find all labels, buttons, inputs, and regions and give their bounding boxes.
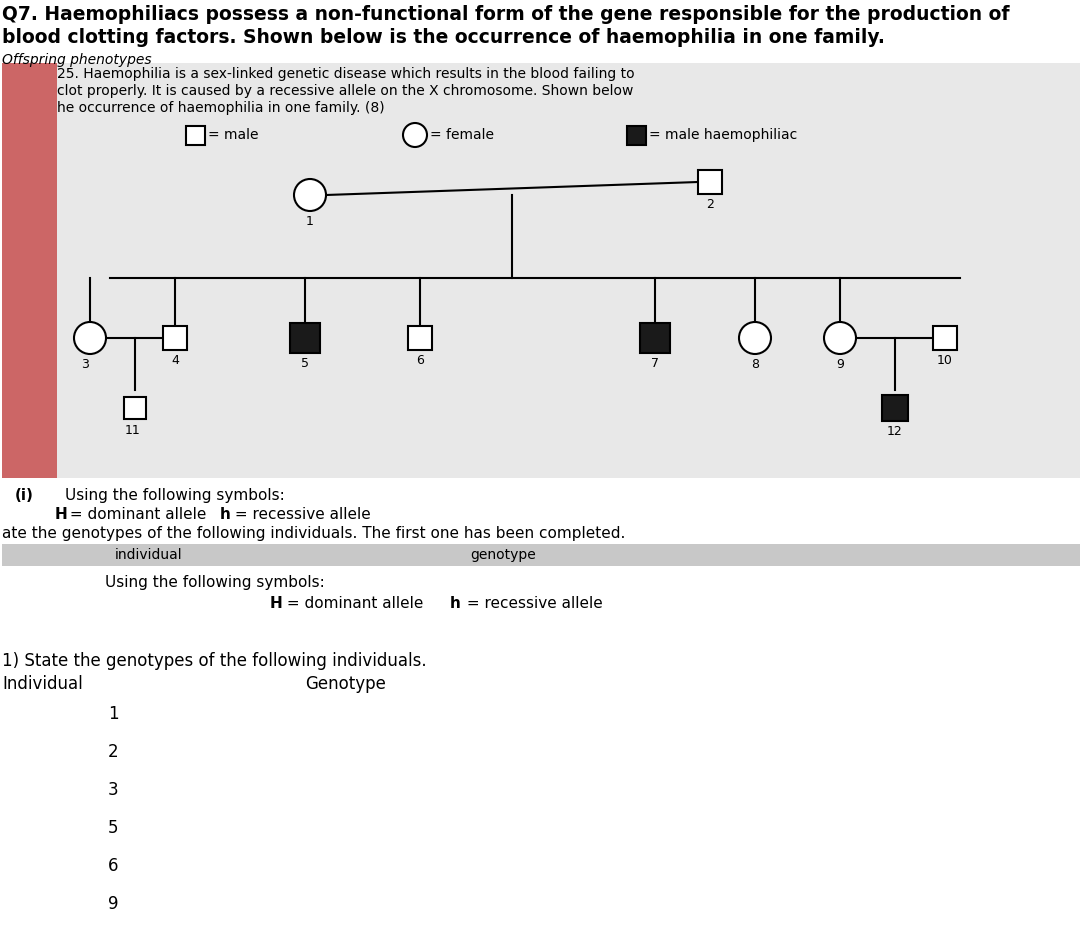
Text: 1) State the genotypes of the following individuals.: 1) State the genotypes of the following …: [2, 652, 426, 670]
Text: 5: 5: [108, 819, 119, 837]
Circle shape: [294, 179, 326, 211]
Circle shape: [824, 322, 856, 354]
Circle shape: [739, 322, 771, 354]
Text: = recessive allele: = recessive allele: [230, 507, 371, 522]
Circle shape: [74, 322, 106, 354]
Text: = male: = male: [208, 128, 259, 142]
Text: (i): (i): [15, 488, 34, 503]
Text: Using the following symbols:: Using the following symbols:: [65, 488, 285, 503]
Text: = recessive allele: = recessive allele: [462, 596, 603, 611]
Bar: [639, 323, 670, 353]
Text: 10: 10: [937, 354, 953, 367]
Text: h: h: [450, 596, 461, 611]
Text: Q7. Haemophiliacs possess a non-functional form of the gene responsible for the : Q7. Haemophiliacs possess a non-function…: [2, 5, 1010, 24]
Text: 12: 12: [886, 425, 902, 438]
Text: 2: 2: [707, 198, 714, 211]
Bar: [185, 126, 204, 144]
Bar: [2, 544, 1080, 566]
Text: = male haemophiliac: = male haemophiliac: [649, 128, 797, 142]
Circle shape: [403, 123, 427, 147]
Text: Using the following symbols:: Using the following symbols:: [105, 575, 325, 590]
Text: = female: = female: [430, 128, 494, 142]
Bar: [408, 326, 432, 350]
Text: H: H: [270, 596, 282, 611]
Text: 11: 11: [124, 424, 141, 437]
Text: = dominant allele: = dominant allele: [282, 596, 438, 611]
Text: 6: 6: [417, 354, 424, 367]
Bar: [626, 126, 646, 144]
Bar: [882, 395, 908, 421]
Bar: [290, 323, 320, 353]
Text: 4: 4: [171, 354, 179, 367]
Text: genotype: genotype: [470, 548, 536, 562]
Text: 3: 3: [108, 781, 119, 799]
Text: 6: 6: [108, 857, 119, 875]
Text: Individual: Individual: [2, 675, 82, 693]
Text: clot properly. It is caused by a recessive allele on the X chromosome. Shown bel: clot properly. It is caused by a recessi…: [57, 84, 633, 98]
Text: Offspring phenotypes: Offspring phenotypes: [2, 53, 151, 67]
Text: 3: 3: [81, 358, 89, 371]
Text: ate the genotypes of the following individuals. The first one has been completed: ate the genotypes of the following indiv…: [2, 526, 625, 541]
Bar: [933, 326, 956, 350]
Text: blood clotting factors. Shown below is the occurrence of haemophilia in one fami: blood clotting factors. Shown below is t…: [2, 28, 885, 47]
Text: 9: 9: [836, 358, 844, 371]
Text: 1: 1: [306, 215, 314, 228]
Text: 5: 5: [301, 357, 309, 370]
Bar: [163, 326, 187, 350]
Text: 25. Haemophilia is a sex-linked genetic disease which results in the blood faili: 25. Haemophilia is a sex-linked genetic …: [57, 67, 635, 81]
Bar: [698, 170, 722, 194]
Text: 8: 8: [751, 358, 758, 371]
Text: 1: 1: [108, 705, 119, 723]
Text: he occurrence of haemophilia in one family. (8): he occurrence of haemophilia in one fami…: [57, 101, 384, 115]
Bar: [123, 397, 145, 419]
Text: individual: individual: [115, 548, 183, 562]
Bar: [2, 63, 57, 478]
Text: Genotype: Genotype: [305, 675, 386, 693]
Text: 7: 7: [651, 357, 659, 370]
Text: 2: 2: [108, 743, 119, 761]
Text: H: H: [55, 507, 68, 522]
Text: h: h: [220, 507, 230, 522]
Bar: [2, 63, 1080, 478]
Text: 9: 9: [108, 895, 119, 913]
Text: = dominant allele: = dominant allele: [65, 507, 221, 522]
